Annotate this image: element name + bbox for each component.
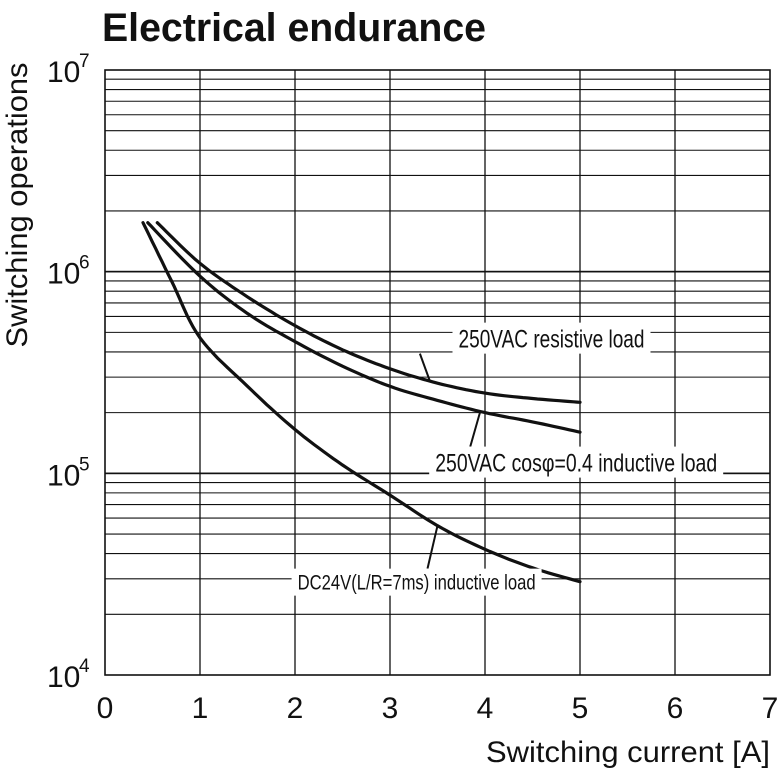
annotation-leader	[469, 411, 482, 447]
x-tick-label: 0	[97, 692, 114, 725]
y-tick-exponent: 7	[79, 51, 90, 72]
annotation-leader	[426, 525, 439, 569]
x-tick-labels: 0 1 2 3 4 5 6 7	[97, 692, 778, 725]
y-tick-exponent: 4	[79, 656, 90, 677]
annotation-leaders	[418, 353, 482, 569]
x-tick-label: 4	[477, 692, 494, 725]
annotation-background	[429, 446, 724, 478]
annotation-background	[291, 568, 542, 596]
annotation-label: 250VAC cosφ=0.4 inductive load	[435, 450, 717, 478]
annotations: 250VAC resistive load 250VAC cosφ=0.4 ind…	[291, 322, 724, 596]
y-tick-base: 10	[47, 661, 80, 694]
annotation-background	[452, 322, 651, 354]
x-tick-label: 1	[192, 692, 209, 725]
series-group	[141, 221, 582, 584]
y-tick-base: 10	[47, 459, 80, 492]
grid	[105, 70, 770, 675]
x-tick-label: 5	[572, 692, 589, 725]
series-line-2	[146, 221, 582, 434]
chart-title: Electrical endurance	[102, 6, 486, 50]
y-tick-label: 107	[47, 51, 90, 89]
y-tick-label: 105	[47, 454, 90, 492]
annotation-label: DC24V(L/R=7ms) inductive load	[298, 572, 536, 595]
series-line-1	[155, 221, 582, 404]
x-tick-label: 6	[667, 692, 684, 725]
annotation-leader	[418, 353, 431, 382]
y-tick-label: 104	[47, 656, 90, 694]
x-tick-label: 2	[287, 692, 304, 725]
annotation-label: 250VAC resistive load	[459, 326, 645, 354]
plot-frame	[104, 69, 771, 676]
y-tick-exponent: 6	[79, 253, 90, 274]
x-axis-label: Switching current [A]	[486, 736, 770, 769]
y-tick-base: 10	[47, 258, 80, 291]
series-line-3	[141, 221, 582, 584]
y-tick-exponent: 5	[79, 454, 90, 475]
x-tick-label: 3	[382, 692, 399, 725]
y-tick-label: 106	[47, 253, 90, 291]
x-tick-label: 7	[762, 692, 778, 725]
y-axis-label: Switching operations	[1, 63, 34, 348]
y-tick-base: 10	[47, 56, 80, 89]
